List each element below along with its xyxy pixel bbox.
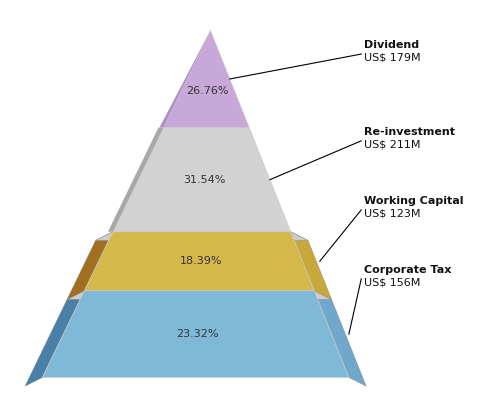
Text: 23.32%: 23.32% bbox=[176, 329, 218, 339]
Polygon shape bbox=[25, 291, 84, 386]
Text: US$ 179M: US$ 179M bbox=[364, 53, 420, 63]
Text: 18.39%: 18.39% bbox=[180, 256, 222, 266]
Polygon shape bbox=[84, 232, 314, 291]
Text: Re-investment: Re-investment bbox=[364, 127, 454, 137]
Polygon shape bbox=[67, 291, 332, 299]
Text: Corporate Tax: Corporate Tax bbox=[364, 265, 451, 275]
Polygon shape bbox=[108, 128, 164, 232]
Text: US$ 156M: US$ 156M bbox=[364, 278, 420, 288]
Polygon shape bbox=[96, 232, 308, 240]
Text: US$ 123M: US$ 123M bbox=[364, 209, 420, 219]
Text: Dividend: Dividend bbox=[364, 40, 419, 50]
Text: US$ 211M: US$ 211M bbox=[364, 140, 420, 150]
Polygon shape bbox=[67, 232, 113, 299]
Polygon shape bbox=[113, 128, 290, 232]
Text: 31.54%: 31.54% bbox=[183, 175, 226, 185]
Polygon shape bbox=[314, 291, 366, 386]
Polygon shape bbox=[160, 30, 210, 128]
Polygon shape bbox=[164, 30, 249, 128]
Polygon shape bbox=[42, 291, 349, 378]
Text: 26.76%: 26.76% bbox=[186, 86, 229, 96]
Text: Working Capital: Working Capital bbox=[364, 196, 463, 206]
Polygon shape bbox=[290, 232, 332, 299]
